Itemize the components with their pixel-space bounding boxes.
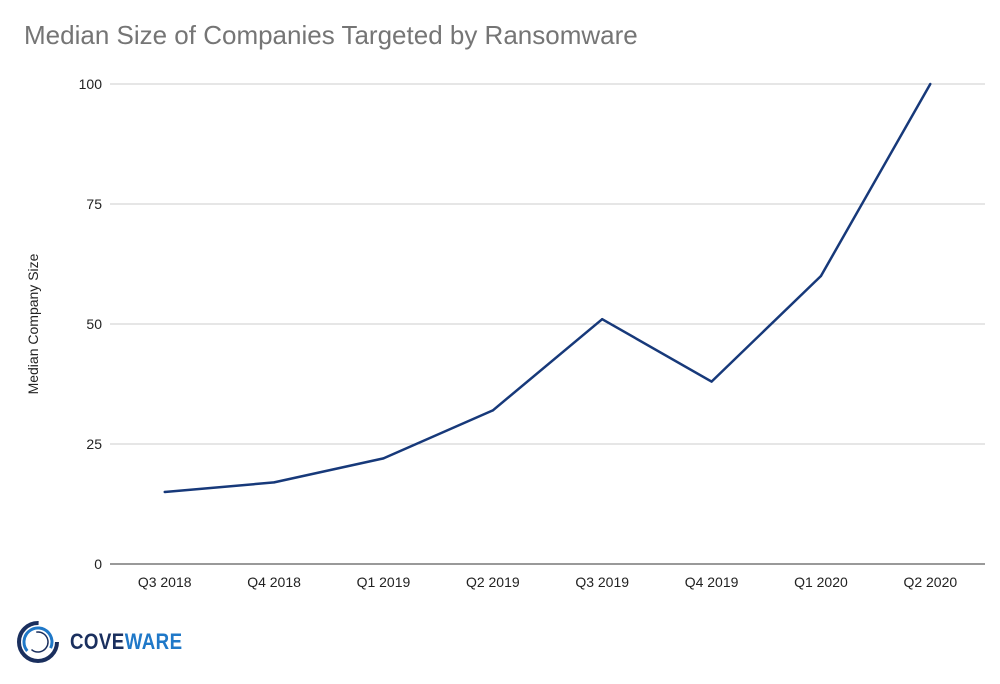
data-point — [929, 82, 932, 86]
data-point — [710, 380, 713, 383]
coveware-logo: COVEWARE — [16, 620, 202, 664]
y-tick-label: 100 — [79, 76, 103, 92]
y-tick-label: 0 — [94, 556, 102, 572]
data-point — [819, 274, 823, 278]
y-tick-label: 25 — [86, 436, 102, 452]
series-line — [164, 83, 932, 494]
data-point — [600, 318, 604, 321]
x-tick-label: Q3 2018 — [138, 574, 192, 590]
chart-title: Median Size of Companies Targeted by Ran… — [24, 20, 638, 50]
data-point — [163, 490, 166, 494]
data-point — [272, 481, 276, 484]
data-point — [491, 409, 495, 412]
data-point — [382, 457, 385, 460]
logo-text-ware: WARE — [124, 629, 183, 654]
x-tick-label: Q2 2020 — [903, 574, 957, 590]
x-tick-label: Q2 2019 — [466, 574, 520, 590]
x-tick-label: Q1 2019 — [357, 574, 411, 590]
coveware-logo-icon — [17, 621, 59, 663]
logo-text-cove: COVE — [70, 629, 125, 654]
logo-text: COVEWARE — [70, 629, 183, 655]
x-tick-label: Q3 2019 — [575, 574, 629, 590]
y-tick-label: 75 — [86, 196, 102, 212]
x-tick-label: Q4 2019 — [685, 574, 739, 590]
y-axis-label: Median Company Size — [25, 253, 41, 394]
x-tick-label: Q4 2018 — [247, 574, 301, 590]
y-tick-label: 50 — [86, 316, 102, 332]
x-tick-label: Q1 2020 — [794, 574, 848, 590]
